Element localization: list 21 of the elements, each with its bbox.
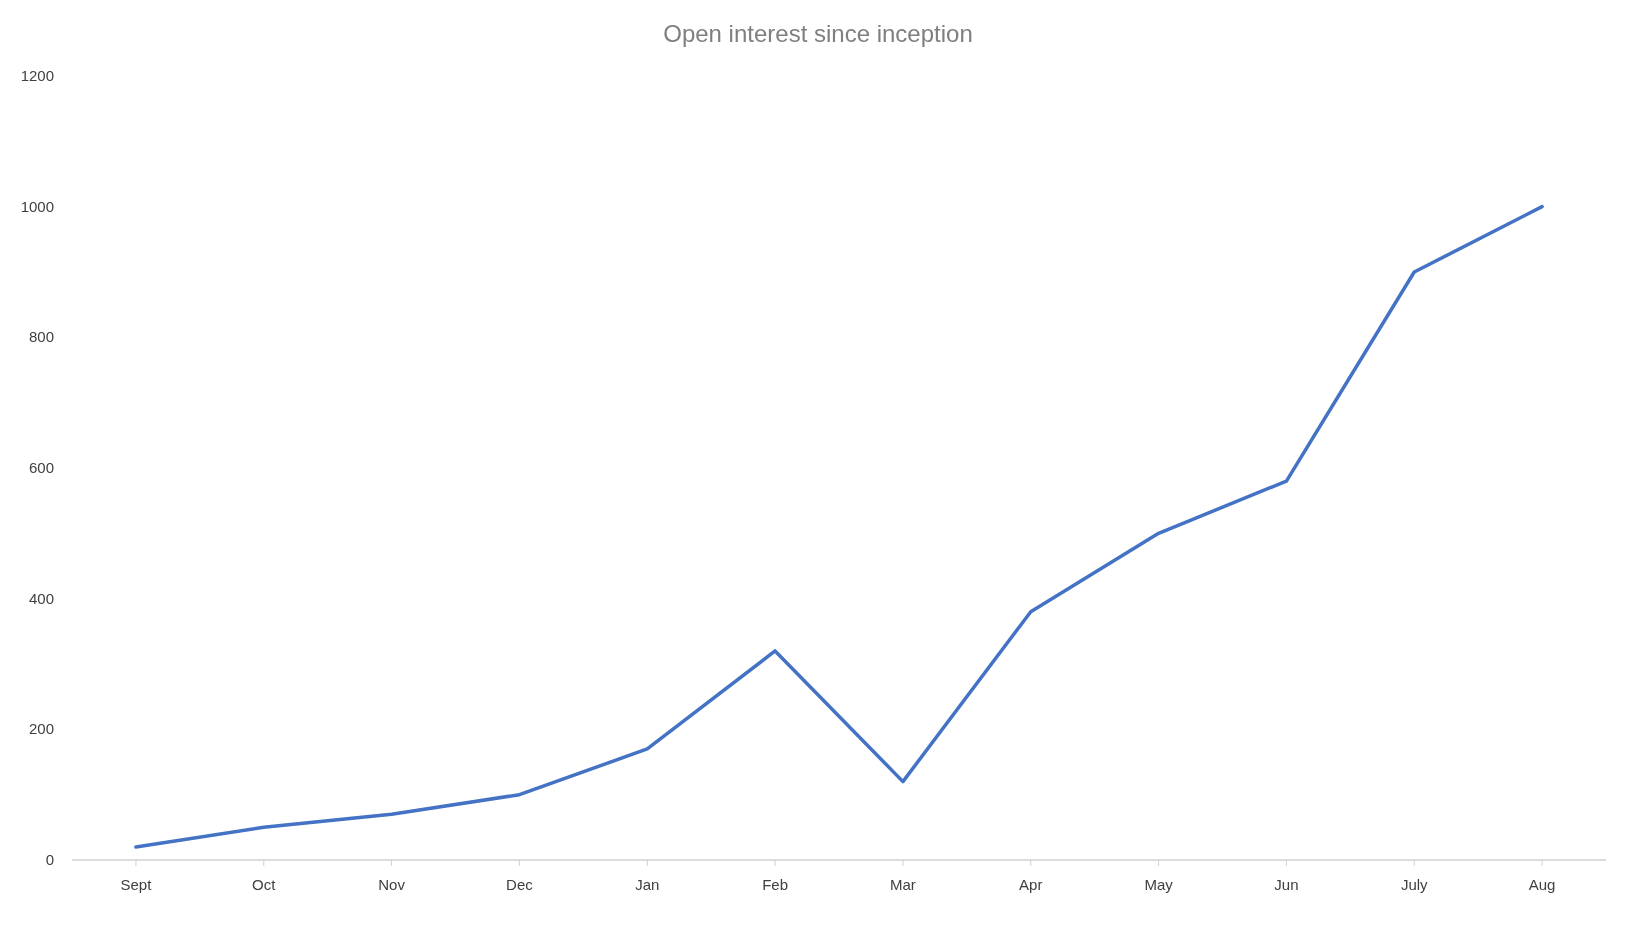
x-tick-label: Feb — [762, 876, 789, 893]
x-tick-label: Aug — [1528, 876, 1556, 893]
x-tick-label: May — [1144, 876, 1174, 893]
x-tick-label: Jun — [1274, 876, 1299, 893]
x-tick-label: Apr — [1019, 876, 1043, 893]
x-tick-label: July — [1400, 876, 1429, 893]
y-tick-label: 800 — [28, 328, 54, 346]
chart-title: Open interest since inception — [663, 20, 973, 47]
x-tick-label: Sept — [120, 876, 153, 893]
x-tick-label: Oct — [252, 876, 277, 893]
x-tick-label: Jan — [635, 876, 660, 893]
y-tick-label: 0 — [45, 851, 54, 868]
y-tick-label: 400 — [28, 589, 54, 607]
y-tick-label: 600 — [28, 459, 54, 476]
x-tick-label: Nov — [378, 876, 406, 893]
x-tick-label: Dec — [506, 876, 534, 893]
y-tick-label: 1000 — [20, 197, 54, 215]
y-tick-label: 1200 — [20, 67, 54, 84]
line-series — [134, 204, 1544, 849]
y-tick-label: 200 — [28, 720, 54, 738]
x-tick-label: Mar — [889, 876, 916, 893]
